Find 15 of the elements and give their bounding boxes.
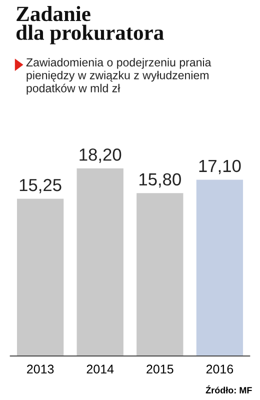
x-tick-label: 2014	[86, 364, 114, 374]
data-label: 15,25	[20, 178, 62, 194]
data-label: 15,80	[140, 173, 181, 188]
chart-subtitle: Zawiadomienia o podejrzeniu prania pieniędzy w związku z wyłudzeniem podatków w mld zł	[26, 58, 212, 95]
data-label: 17,10	[199, 160, 241, 174]
bar	[196, 180, 244, 356]
chart-title: Zadanie dla prokuratora	[16, 6, 164, 44]
bar	[76, 168, 124, 356]
text: Źródło: MF	[206, 385, 252, 394]
bar	[16, 198, 64, 356]
x-tick-label: 2015	[146, 364, 174, 374]
x-tick-label: 2013	[27, 364, 54, 374]
bar	[136, 193, 184, 356]
x-tick-label: 2016	[206, 364, 234, 374]
data-label: 18,20	[80, 148, 122, 163]
